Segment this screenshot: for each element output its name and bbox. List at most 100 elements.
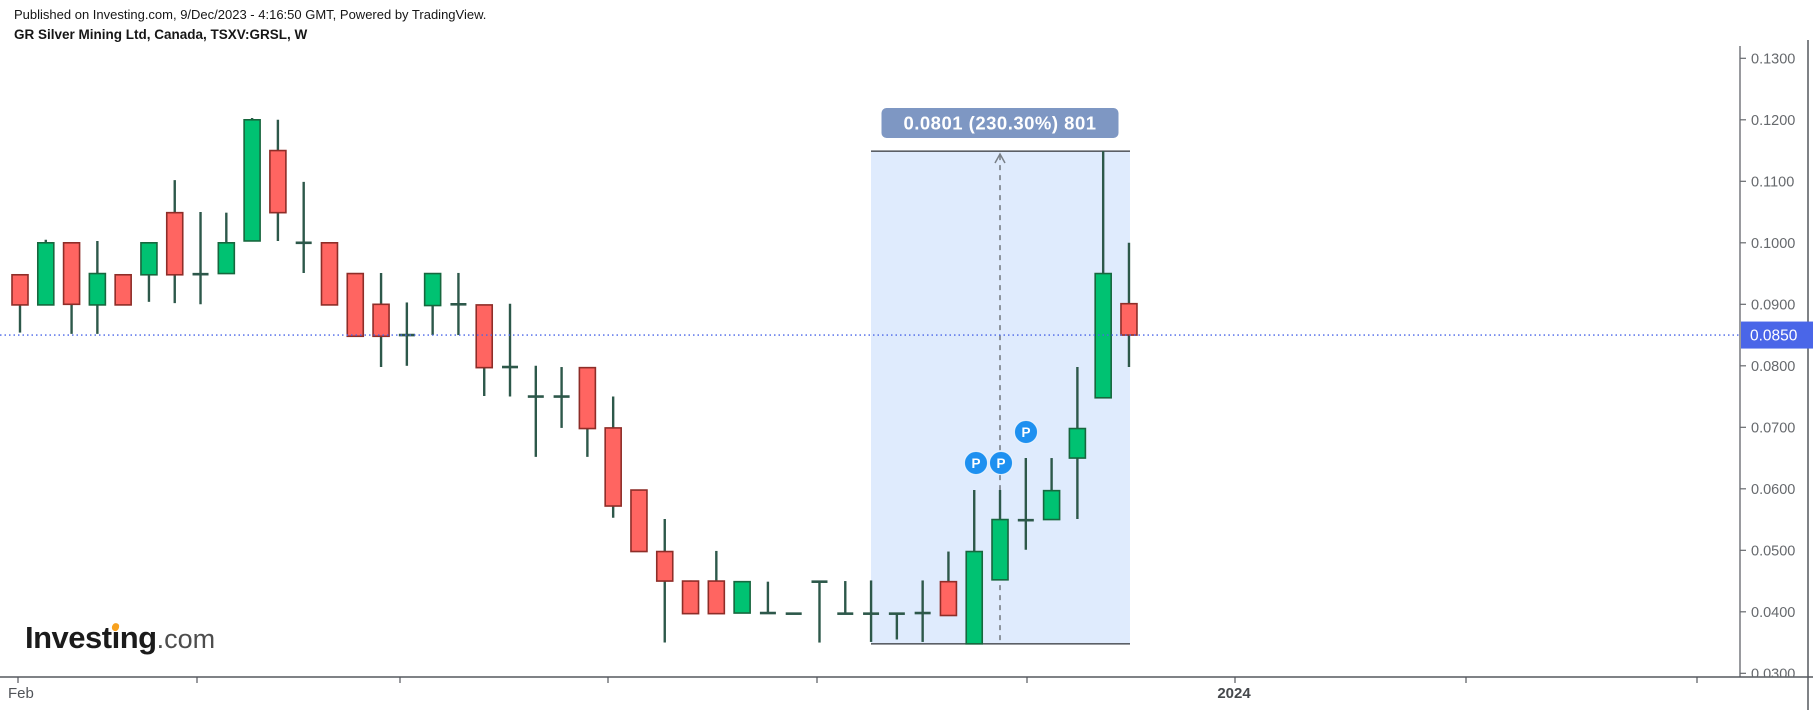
doji-bar: [527, 395, 544, 398]
candle-body-up: [1042, 489, 1061, 521]
event-marker-label: P: [971, 456, 980, 471]
time-tick-label: Feb: [8, 685, 34, 702]
current-price-label: 0.0850: [1750, 328, 1798, 345]
candle-32: [811, 580, 828, 643]
candle-26: [655, 518, 674, 643]
candle-6: [140, 242, 158, 302]
time-tick-label: 2024: [1217, 685, 1251, 702]
measure-arrow-up-icon: [994, 152, 1006, 164]
candle-24: [604, 396, 622, 518]
price-tick-label: 0.0500: [1751, 543, 1795, 559]
candle-41: [1042, 458, 1061, 521]
candle-body-up: [733, 580, 751, 614]
candle-18: [450, 272, 467, 336]
candle-10: [243, 117, 261, 242]
candle-2: [36, 239, 55, 306]
price-tick-label: 0.1000: [1751, 236, 1795, 252]
candle-body-down: [1120, 302, 1138, 336]
candle-4: [88, 240, 107, 334]
candle-body-down: [165, 211, 184, 276]
doji-bar: [553, 395, 570, 398]
price-scale[interactable]: 0.1300 0.1200 0.1100 0.1000 0.0900 0.0800 0.07…: [1740, 51, 1795, 682]
candle-7: [165, 180, 184, 304]
candle-16: [398, 302, 415, 366]
price-tick-label: 0.0700: [1751, 420, 1795, 436]
candle-42: [1068, 367, 1087, 519]
price-tick-label: 0.0600: [1751, 482, 1795, 498]
candle-38: [965, 490, 984, 645]
candle-31: [785, 612, 802, 615]
candle-body-down: [939, 580, 958, 617]
candle-body-down: [62, 242, 81, 306]
time-scale[interactable]: Feb 2024: [8, 677, 1698, 702]
current-price-badge: 0.0850: [1741, 321, 1813, 349]
candle-1: [11, 273, 29, 333]
candle-25: [630, 489, 648, 553]
event-marker-p[interactable]: P: [964, 451, 988, 475]
candle-body-down: [320, 242, 339, 306]
candle-20: [502, 303, 519, 397]
candle-body-down: [346, 272, 365, 338]
candle-13: [320, 242, 339, 306]
price-tick-label: 0.0800: [1751, 359, 1795, 375]
price-tick-label: 0.0300: [1751, 666, 1795, 682]
candle-22: [553, 367, 570, 428]
candle-5: [114, 273, 132, 306]
doji-bar: [450, 303, 467, 306]
measure-badge[interactable]: 0.0801 (230.30%) 801: [881, 108, 1119, 138]
price-tick-label: 0.1300: [1751, 51, 1795, 67]
candle-body-up: [1068, 427, 1087, 459]
event-marker-p[interactable]: P: [989, 451, 1013, 475]
candle-body-down: [475, 304, 494, 369]
logo-dotless-i: ı: [111, 620, 121, 655]
candle-3: [62, 242, 81, 334]
candle-body-up: [423, 272, 442, 307]
candle-27: [681, 580, 700, 615]
candle-40: [1017, 458, 1034, 550]
doji-bar: [192, 272, 209, 276]
candle-body-down: [269, 149, 287, 214]
candle-33: [837, 581, 854, 615]
event-marker-p[interactable]: P: [1014, 420, 1038, 444]
doji-bar: [863, 612, 880, 615]
price-tick-label: 0.0900: [1751, 297, 1795, 313]
instrument-title: GR Silver Mining Ltd, Canada, TSXV:GRSL,…: [14, 27, 308, 42]
doji-bar: [837, 612, 854, 615]
event-marker-label: P: [996, 456, 1005, 471]
doji-bar: [1017, 518, 1034, 522]
candle-35: [888, 612, 905, 640]
logo-suffix: .com: [156, 624, 216, 654]
candle-body-up: [991, 518, 1009, 581]
candle-body-up: [217, 242, 236, 275]
candle-body-down: [707, 580, 726, 615]
candle-43: [1094, 151, 1112, 399]
candle-body-down: [604, 427, 622, 507]
logo-text-2: ng: [119, 620, 157, 655]
event-marker-label: P: [1021, 425, 1030, 440]
candle-44: [1120, 242, 1138, 368]
candle-14: [346, 272, 365, 338]
doji-bar: [888, 612, 905, 615]
investing-logo: Investı ng.com: [25, 622, 215, 653]
candle-body-up: [965, 550, 984, 645]
candle-9: [217, 212, 236, 275]
measure-badge-label: 0.0801 (230.30%) 801: [903, 113, 1096, 134]
candle-29: [733, 580, 751, 614]
candle-body-up: [36, 242, 55, 306]
candle-36: [914, 580, 931, 642]
candle-23: [578, 366, 597, 457]
candle-body-down: [11, 273, 29, 306]
doji-bar: [398, 333, 415, 337]
candle-body-up: [88, 272, 107, 306]
candle-body-down: [655, 550, 674, 582]
doji-bar: [785, 612, 802, 615]
candle-body-up: [140, 242, 158, 276]
logo-text-1: Invest: [25, 620, 112, 655]
candle-30: [759, 581, 776, 615]
doji-bar: [295, 241, 312, 245]
price-tick-label: 0.1200: [1751, 113, 1795, 129]
candle-12: [295, 181, 312, 273]
candle-15: [372, 272, 390, 368]
